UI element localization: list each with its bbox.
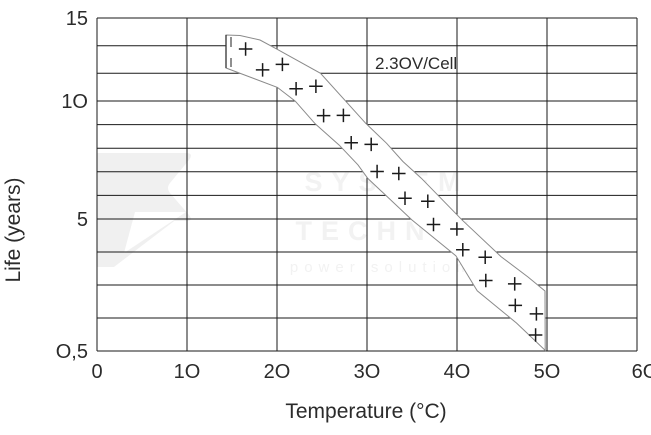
svg-text:0: 0 [91,361,102,383]
svg-text:2O: 2O [264,361,291,383]
svg-text:Life (years): Life (years) [2,177,25,282]
svg-text:1O: 1O [61,91,88,113]
svg-text:6O: 6O [632,361,651,383]
svg-text:4O: 4O [444,361,471,383]
svg-text:15: 15 [66,8,88,30]
svg-text:5O: 5O [534,361,561,383]
svg-text:3O: 3O [354,361,381,383]
svg-text:O,5: O,5 [56,341,88,363]
svg-text:power solutions: power solutions [290,259,484,276]
svg-text:Temperature (°C): Temperature (°C) [285,400,446,423]
svg-text:2.3OV/Cell: 2.3OV/Cell [375,54,457,73]
svg-text:5: 5 [77,209,88,231]
svg-text:1O: 1O [174,361,201,383]
